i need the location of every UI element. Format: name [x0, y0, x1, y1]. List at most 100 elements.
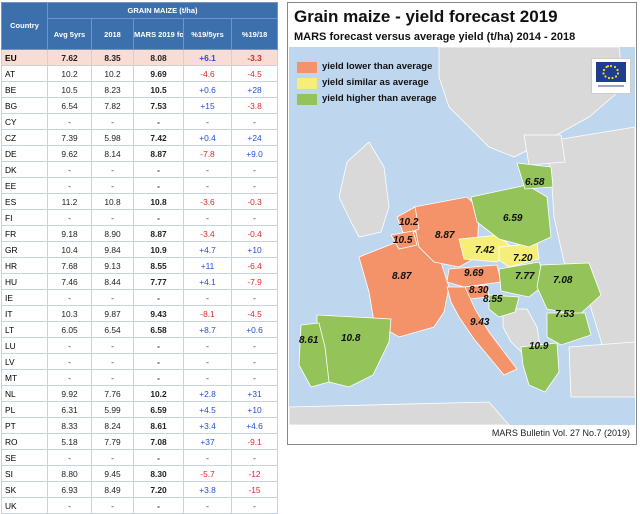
table-row-mt: MT - - - - - — [1, 369, 279, 386]
col-header-avg5yrs: Avg 5yrs — [47, 18, 92, 50]
cell-2018: 7.82 — [91, 97, 134, 114]
cell-pct-vs-2018: -4.5 — [230, 305, 279, 322]
cell-2018: - — [91, 161, 134, 178]
cell-2018: - — [91, 177, 134, 194]
neutral-land — [289, 47, 635, 425]
cell-2018: 9.45 — [91, 465, 134, 482]
cell-country: PT — [1, 417, 48, 434]
cell-pct-vs-2018: -9.1 — [230, 433, 279, 450]
cell-pct-vs-2018: -12 — [230, 465, 279, 482]
cell-pct-vs-5yrs: - — [183, 369, 232, 386]
eu-flag-stars — [602, 64, 620, 80]
cell-pct-vs-2018: - — [230, 177, 279, 194]
cell-avg5yrs: 10.4 — [47, 241, 92, 258]
map-label-hu: 7.77 — [515, 271, 535, 282]
cell-pct-vs-5yrs: +37 — [183, 433, 232, 450]
cell-2018: - — [91, 209, 134, 226]
cell-pct-vs-2018: - — [230, 369, 279, 386]
cell-country: DE — [1, 145, 48, 162]
cell-country: SI — [1, 465, 48, 482]
cell-pct-vs-5yrs: -3.4 — [183, 225, 232, 242]
cell-pct-vs-5yrs: - — [183, 289, 232, 306]
legend-swatch-higher — [297, 94, 317, 105]
cell-avg5yrs: 7.62 — [47, 49, 92, 66]
map-label-at: 9.69 — [464, 268, 484, 279]
col-header-country: Country — [1, 2, 48, 50]
cell-pct-vs-5yrs: -5.7 — [183, 465, 232, 482]
cell-pct-vs-5yrs: - — [183, 177, 232, 194]
cell-forecast-2019: 7.42 — [133, 129, 184, 146]
cell-country: DK — [1, 161, 48, 178]
cell-pct-vs-2018: - — [230, 353, 279, 370]
cell-pct-vs-5yrs: +0.4 — [183, 129, 232, 146]
cell-2018: 6.54 — [91, 321, 134, 338]
map-label-bg: 7.53 — [555, 309, 575, 320]
cell-pct-vs-2018: +31 — [230, 385, 279, 402]
cell-country: NL — [1, 385, 48, 402]
cell-avg5yrs: - — [47, 289, 92, 306]
table-row-si: SI 8.80 9.45 8.30 -5.7 -12 — [1, 465, 279, 482]
cell-country: AT — [1, 65, 48, 82]
cell-pct-vs-5yrs: -7.8 — [183, 145, 232, 162]
table-row-pt: PT 8.33 8.24 8.61 +3.4 +4.6 — [1, 417, 279, 434]
map-label-cz: 7.42 — [475, 245, 495, 256]
legend-label-lower: yield lower than average — [322, 61, 433, 72]
map-label-de: 8.87 — [435, 230, 455, 241]
cell-country: BG — [1, 97, 48, 114]
cell-avg5yrs: 10.3 — [47, 305, 92, 322]
legend-item-higher: yield higher than average — [295, 92, 495, 107]
cell-pct-vs-5yrs: +8.7 — [183, 321, 232, 338]
cell-pct-vs-2018: - — [230, 337, 279, 354]
cell-country: GR — [1, 241, 48, 258]
cell-2018: - — [91, 369, 134, 386]
cell-forecast-2019: 8.61 — [133, 417, 184, 434]
map-labels: 6.58 6.59 10.2 8.87 10.5 7.42 7.20 8.87 9.69 7.77… — [299, 177, 575, 352]
cell-forecast-2019: 7.08 — [133, 433, 184, 450]
map-title: Grain maize - yield forecast 2019 — [294, 7, 558, 26]
cell-2018: 8.35 — [91, 49, 134, 66]
cell-pct-vs-5yrs: - — [183, 353, 232, 370]
turkey-land — [568, 341, 635, 398]
cell-2018: 5.98 — [91, 129, 134, 146]
cell-country: IT — [1, 305, 48, 322]
cell-pct-vs-5yrs: +6.1 — [183, 49, 232, 66]
table-row-eu: EU 7.62 8.35 8.08 +6.1 -3.3 — [1, 49, 279, 66]
table-row-lv: LV - - - - - — [1, 353, 279, 370]
cell-pct-vs-2018: - — [230, 497, 279, 514]
cell-pct-vs-5yrs: - — [183, 337, 232, 354]
cell-avg5yrs: - — [47, 449, 92, 466]
cell-country: FR — [1, 225, 48, 242]
country-be — [390, 230, 418, 250]
cell-pct-vs-2018: +4.6 — [230, 417, 279, 434]
table-row-cz: CZ 7.39 5.98 7.42 +0.4 +24 — [1, 129, 279, 146]
map-footer: MARS Bulletin Vol. 27 No.7 (2019) — [491, 428, 630, 438]
map-label-pt: 8.61 — [299, 335, 319, 346]
cell-forecast-2019: 7.77 — [133, 273, 184, 290]
cell-avg5yrs: - — [47, 497, 92, 514]
table-row-hr: HR 7.68 9.13 8.55 +11 -6.4 — [1, 257, 279, 274]
cell-forecast-2019: - — [133, 113, 184, 130]
cell-pct-vs-5yrs: +15 — [183, 97, 232, 114]
cell-pct-vs-2018: -7.9 — [230, 273, 279, 290]
legend-label-higher: yield higher than average — [322, 93, 437, 104]
cell-2018: 8.44 — [91, 273, 134, 290]
map-label-it: 9.43 — [470, 317, 490, 328]
europe-map: 6.58 6.59 10.2 8.87 10.5 7.42 7.20 8.87 9.69 7.77… — [289, 47, 635, 425]
cell-pct-vs-2018: - — [230, 161, 279, 178]
table-row-nl: NL 9.92 7.76 10.2 +2.8 +31 — [1, 385, 279, 402]
cell-country: EE — [1, 177, 48, 194]
cell-forecast-2019: 10.8 — [133, 193, 184, 210]
table-row-es: ES 11.2 10.8 10.8 -3.6 -0.3 — [1, 193, 279, 210]
cell-avg5yrs: 6.31 — [47, 401, 92, 418]
cell-avg5yrs: - — [47, 209, 92, 226]
cell-pct-vs-2018: - — [230, 113, 279, 130]
cell-2018: 7.79 — [91, 433, 134, 450]
cell-pct-vs-2018: - — [230, 289, 279, 306]
map-label-ro: 7.08 — [553, 275, 573, 286]
cell-country: MT — [1, 369, 48, 386]
cell-country: LT — [1, 321, 48, 338]
cell-country: SK — [1, 481, 48, 498]
table-row-ro: RO 5.18 7.79 7.08 +37 -9.1 — [1, 433, 279, 450]
cell-2018: 7.76 — [91, 385, 134, 402]
map-label-be: 10.5 — [393, 235, 413, 246]
